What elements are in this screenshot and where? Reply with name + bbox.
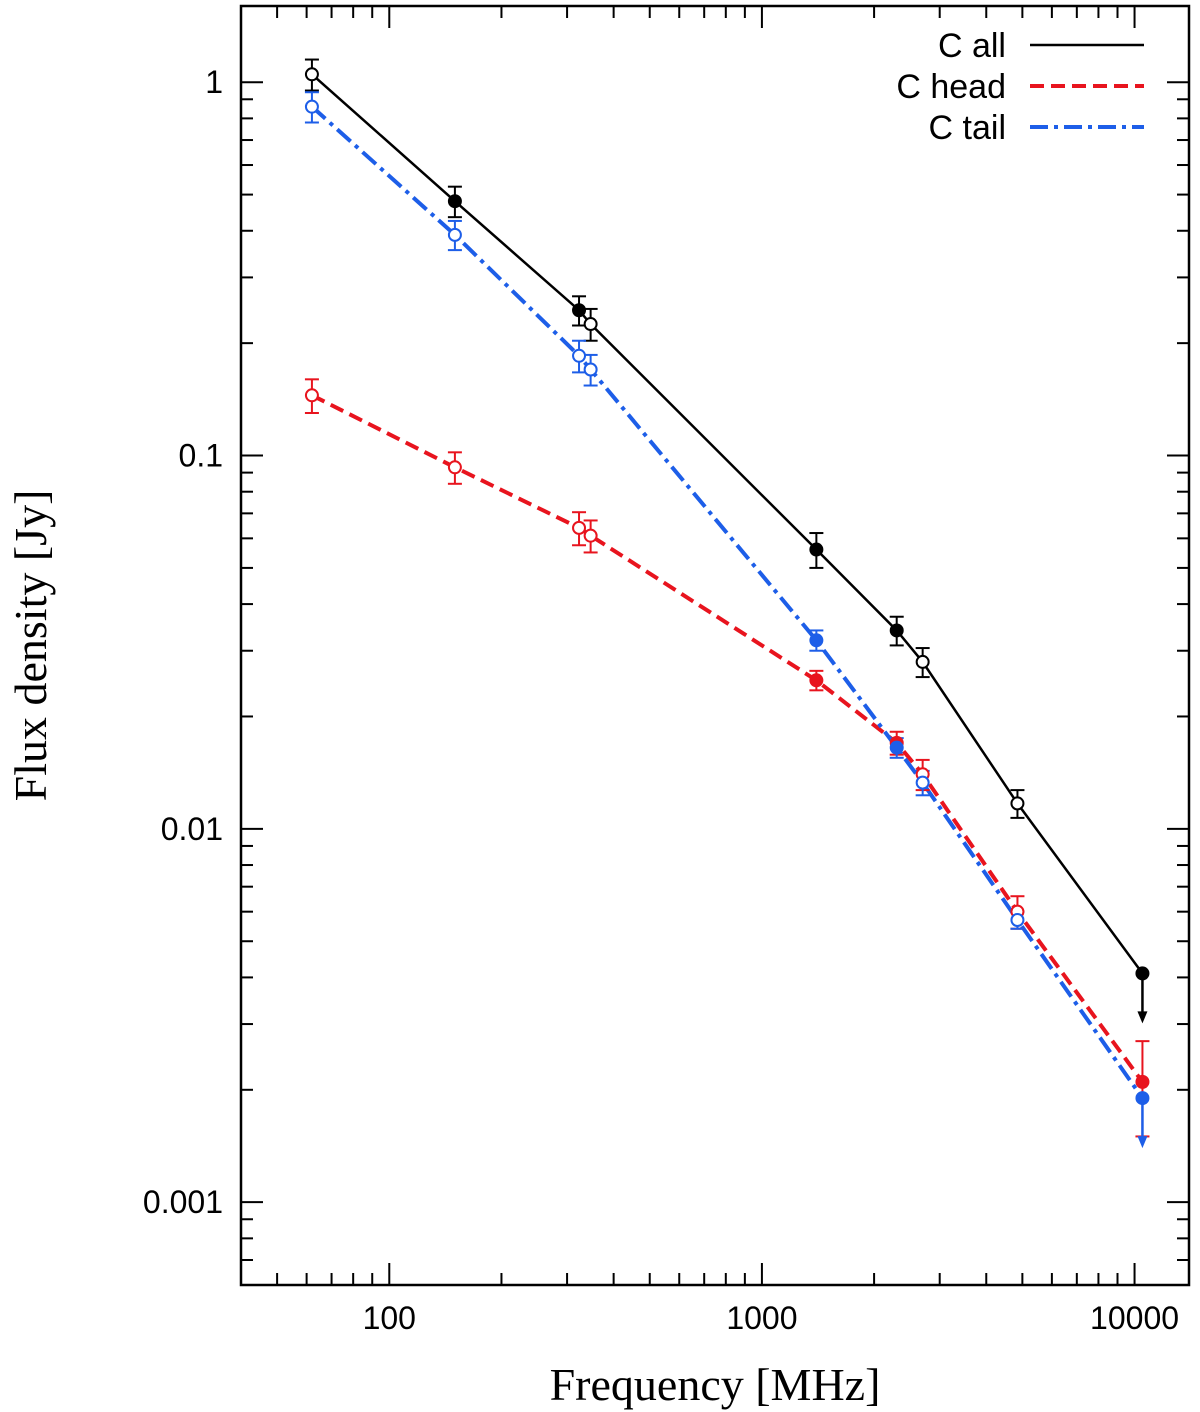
data-point [572,520,587,535]
data-point [1010,912,1025,927]
y-tick-label: 1 [205,64,223,100]
data-point [304,99,319,114]
y-tick-label: 0.01 [161,811,223,847]
data-point [572,348,587,363]
upper-limit-arrow-head [1137,1136,1148,1149]
data-point [915,654,930,669]
data-point [447,194,462,209]
y-tick-label: 0.1 [179,438,223,474]
data-point [447,460,462,475]
x-tick-label: 1000 [726,1300,797,1336]
data-point [1135,1074,1150,1089]
data-point [304,388,319,403]
data-point [583,528,598,543]
data-point [1135,1091,1150,1106]
data-point [915,775,930,790]
x-tick-label: 10000 [1090,1300,1179,1336]
data-point [809,633,824,648]
data-point [583,362,598,377]
data-point [809,673,824,688]
series-line-c-head [311,393,1145,1084]
data-markers [304,67,1150,1106]
series-lines [310,73,1145,1100]
data-point [304,67,319,82]
x-tick-label: 100 [363,1300,416,1336]
y-axis-ticks: 0.001 0.01 0.1 1 [143,64,1189,1286]
data-point [1010,796,1025,811]
data-point [447,227,462,242]
x-axis-ticks: 100 1000 10000 [240,6,1179,1336]
data-point [1135,966,1150,981]
x-axis-title: Frequency [MHz] [550,1359,881,1410]
series-line-c-tail [310,105,1145,1100]
plot-frame [239,4,1191,1287]
y-tick-label: 0.001 [143,1184,223,1220]
data-point [583,317,598,332]
legend-label: C head [896,68,1006,106]
error-bars [304,58,1150,1149]
y-axis-title: Flux density [Jy] [5,490,56,802]
legend-label: C all [938,27,1006,65]
data-point [889,740,904,755]
upper-limit-arrow-head [1137,1011,1148,1024]
data-point [889,623,904,638]
series-line-c-all [311,73,1144,975]
data-point [809,542,824,557]
legend-label: C tail [929,109,1006,147]
data-point [572,303,587,318]
